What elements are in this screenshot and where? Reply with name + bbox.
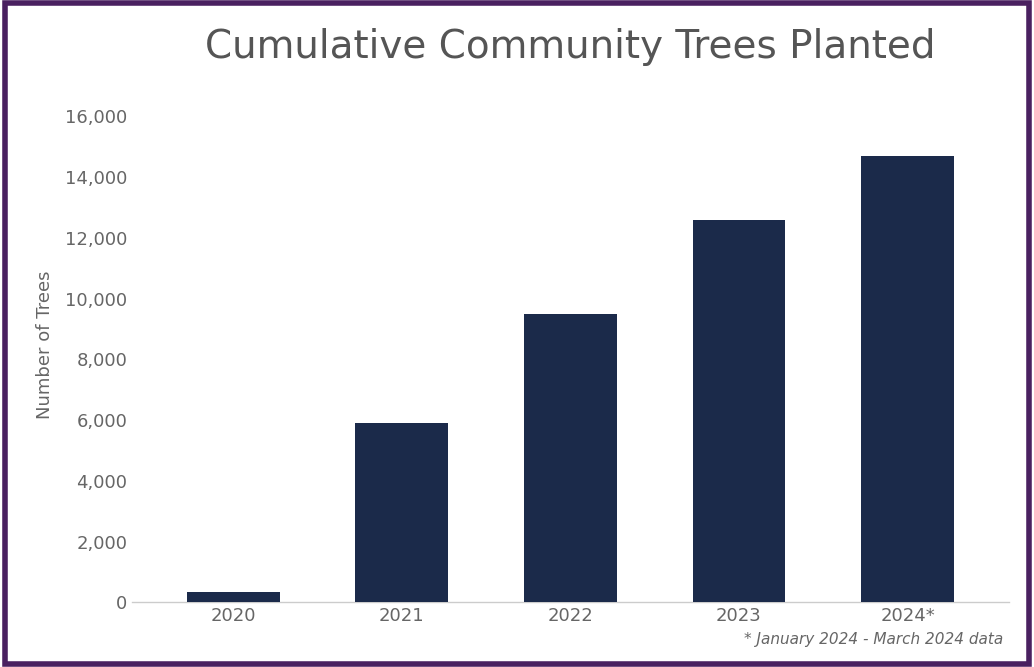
Bar	[524, 314, 616, 602]
Y-axis label: Number of Trees: Number of Trees	[36, 270, 54, 418]
Title: Cumulative Community Trees Planted: Cumulative Community Trees Planted	[205, 28, 936, 66]
Bar	[693, 219, 785, 602]
Bar	[187, 592, 279, 602]
Text: * January 2024 - March 2024 data: * January 2024 - March 2024 data	[743, 632, 1003, 647]
Bar	[356, 424, 448, 602]
Bar	[861, 156, 954, 602]
